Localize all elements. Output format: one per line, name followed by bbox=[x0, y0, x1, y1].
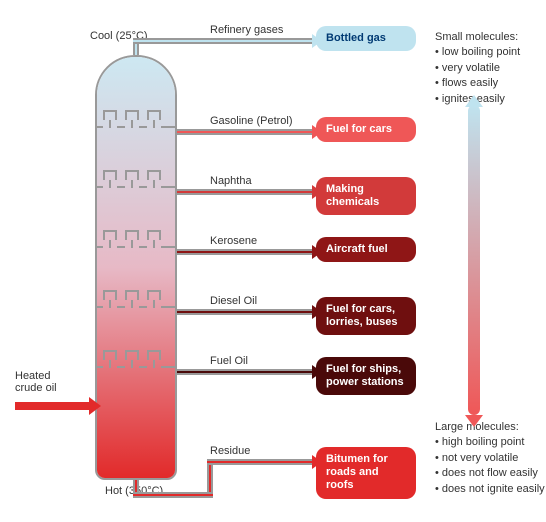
product-box: Bitumen for roads and roofs bbox=[316, 447, 416, 499]
riser bbox=[109, 300, 111, 308]
bubble-cap bbox=[103, 230, 117, 240]
tray-row bbox=[95, 350, 177, 368]
bullet-item: • high boiling point bbox=[435, 435, 545, 450]
riser bbox=[131, 300, 133, 308]
bullet-item: • very volatile bbox=[435, 61, 520, 76]
bubble-cap bbox=[147, 290, 161, 300]
product-box: Aircraft fuel bbox=[316, 237, 416, 262]
tray-segment bbox=[161, 126, 177, 128]
bubble-cap bbox=[125, 230, 139, 240]
riser bbox=[153, 300, 155, 308]
fraction-label: Fuel Oil bbox=[210, 355, 248, 367]
fraction-label: Kerosene bbox=[210, 235, 257, 247]
product-box: Bottled gas bbox=[316, 26, 416, 51]
tray-segment bbox=[95, 366, 103, 368]
riser bbox=[131, 120, 133, 128]
tray-segment bbox=[117, 126, 125, 128]
riser bbox=[153, 360, 155, 368]
tray-segment bbox=[95, 126, 103, 128]
product-box: Fuel for cars, lorries, buses bbox=[316, 297, 416, 335]
tray-segment bbox=[139, 186, 147, 188]
bubble-cap bbox=[103, 290, 117, 300]
product-box: Making chemicals bbox=[316, 177, 416, 215]
small-title: Small molecules: bbox=[435, 30, 520, 45]
outlet-pipe bbox=[133, 38, 316, 44]
tray-segment bbox=[117, 246, 125, 248]
bubble-cap bbox=[103, 110, 117, 120]
product-box: Fuel for cars bbox=[316, 117, 416, 142]
outlet-pipe bbox=[177, 309, 316, 315]
bubble-cap bbox=[147, 110, 161, 120]
tray-segment bbox=[95, 186, 103, 188]
bubble-cap bbox=[125, 170, 139, 180]
tray-segment bbox=[139, 246, 147, 248]
tray-segment bbox=[95, 306, 103, 308]
tray-segment bbox=[139, 126, 147, 128]
bullet-item: • low boiling point bbox=[435, 45, 520, 60]
fraction-label: Refinery gases bbox=[210, 24, 283, 36]
outlet-pipe bbox=[207, 459, 316, 465]
fraction-label: Gasoline (Petrol) bbox=[210, 115, 293, 127]
arrow-up-icon bbox=[465, 95, 483, 107]
gradient-arrow bbox=[468, 105, 480, 415]
riser bbox=[131, 360, 133, 368]
bubble-cap bbox=[147, 350, 161, 360]
tray-segment bbox=[117, 186, 125, 188]
outlet-pipe bbox=[177, 369, 316, 375]
large-title: Large molecules: bbox=[435, 420, 545, 435]
outlet-pipe bbox=[177, 129, 316, 135]
bubble-cap bbox=[125, 350, 139, 360]
riser bbox=[131, 180, 133, 188]
fraction-label: Diesel Oil bbox=[210, 295, 257, 307]
product-box: Fuel for ships, power stations bbox=[316, 357, 416, 395]
outlet-pipe bbox=[133, 492, 213, 498]
tray-segment bbox=[161, 306, 177, 308]
large-molecules-text: Large molecules: • high boiling point• n… bbox=[435, 420, 545, 497]
tray-segment bbox=[161, 246, 177, 248]
riser bbox=[109, 360, 111, 368]
tray-segment bbox=[95, 246, 103, 248]
inlet-pipe bbox=[15, 402, 95, 410]
inlet-label: Heated crude oil bbox=[15, 370, 57, 394]
bubble-cap bbox=[103, 170, 117, 180]
arrow-down-icon bbox=[465, 415, 483, 427]
tray-row bbox=[95, 290, 177, 308]
tray-row bbox=[95, 110, 177, 128]
riser bbox=[109, 180, 111, 188]
bubble-cap bbox=[103, 350, 117, 360]
bullet-item: • not very volatile bbox=[435, 451, 545, 466]
fraction-label: Residue bbox=[210, 445, 250, 457]
tray-row bbox=[95, 230, 177, 248]
tray-segment bbox=[161, 366, 177, 368]
bullet-item: • does not ignite easily bbox=[435, 482, 545, 497]
tray-segment bbox=[117, 306, 125, 308]
bubble-cap bbox=[125, 110, 139, 120]
bubble-cap bbox=[147, 230, 161, 240]
tray-segment bbox=[139, 366, 147, 368]
tray-row bbox=[95, 170, 177, 188]
outlet-pipe bbox=[177, 249, 316, 255]
riser bbox=[109, 120, 111, 128]
riser bbox=[109, 240, 111, 248]
bullet-item: • flows easily bbox=[435, 76, 520, 91]
bubble-cap bbox=[125, 290, 139, 300]
riser bbox=[131, 240, 133, 248]
bullet-item: • does not flow easily bbox=[435, 466, 545, 481]
arrow-right-icon bbox=[89, 397, 101, 415]
tray-segment bbox=[117, 366, 125, 368]
fraction-label: Naphtha bbox=[210, 175, 252, 187]
tray-segment bbox=[139, 306, 147, 308]
tray-segment bbox=[161, 186, 177, 188]
bubble-cap bbox=[147, 170, 161, 180]
riser bbox=[153, 120, 155, 128]
riser bbox=[153, 240, 155, 248]
riser bbox=[153, 180, 155, 188]
outlet-pipe bbox=[177, 189, 316, 195]
